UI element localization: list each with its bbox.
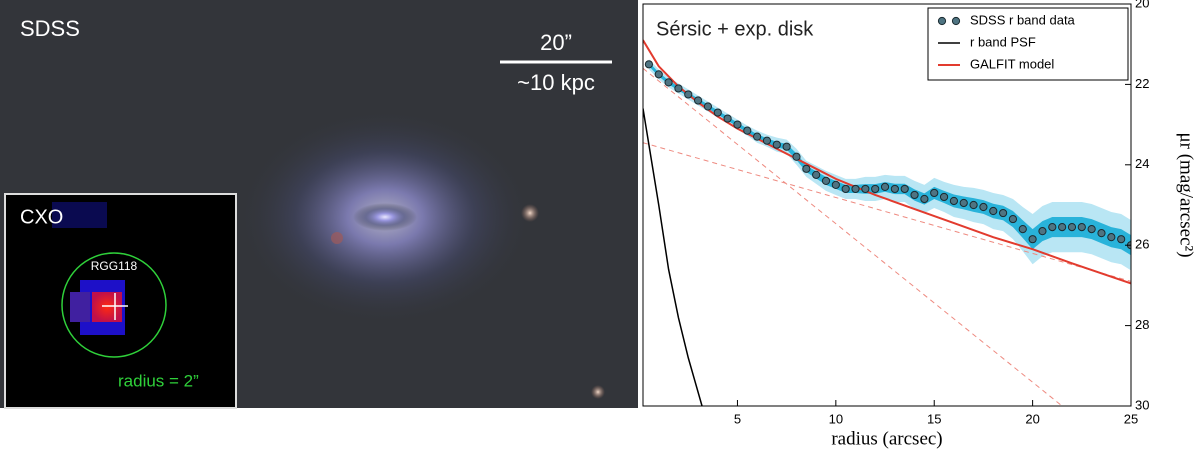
data-point: [821, 176, 831, 185]
data-point: [644, 60, 654, 69]
data-point: [1058, 223, 1067, 232]
x-tick-label: 5: [734, 411, 741, 426]
data-point: [782, 142, 791, 151]
chart-title: Sérsic + exp. disk: [656, 18, 814, 40]
data-point: [654, 70, 663, 79]
radius-note: radius = 2”: [118, 371, 199, 390]
data-point: [1077, 223, 1086, 232]
data-point: [1097, 229, 1106, 238]
data-point: [743, 126, 752, 135]
plot-area: [643, 39, 1131, 406]
data-point: [1117, 235, 1126, 244]
data-point: [998, 208, 1008, 218]
data-point: [1008, 214, 1018, 224]
image-label: SDSS: [20, 16, 80, 41]
data-point: [723, 114, 732, 123]
data-point: [1067, 223, 1077, 232]
legend-label: SDSS r band data: [970, 12, 1076, 27]
data-point: [920, 194, 929, 204]
data-point: [733, 120, 742, 129]
data-point: [979, 202, 988, 212]
data-point: [802, 164, 811, 173]
legend-marker: [951, 16, 961, 26]
data-point: [900, 184, 909, 194]
data-point: [1048, 223, 1057, 232]
x-tick-label: 25: [1124, 411, 1138, 426]
data-point: [1038, 227, 1047, 236]
data-point: [949, 196, 959, 206]
y-axis-label: μr (mag/arcsec²): [1176, 132, 1197, 257]
legend-label: r band PSF: [970, 34, 1036, 49]
scale-angle: 20”: [540, 30, 572, 55]
data-point: [1087, 225, 1096, 234]
y-tick-label: 20: [1135, 0, 1149, 10]
scale-length: ~10 kpc: [517, 70, 595, 95]
data-point: [693, 96, 703, 105]
y-tick-label: 28: [1135, 317, 1149, 332]
data-point: [713, 108, 722, 117]
data-point: [851, 184, 860, 194]
component-line: [643, 67, 1063, 406]
data-point: [703, 102, 713, 111]
data-point: [792, 152, 801, 161]
inset-label: CXO: [20, 206, 63, 228]
data-point: [831, 180, 840, 189]
data-point: [684, 90, 693, 99]
plot-frame: [642, 3, 1132, 407]
x-axis-label: radius (arcsec): [831, 428, 942, 449]
legend-box: [927, 7, 1129, 81]
data-point: [664, 78, 673, 87]
data-point: [880, 182, 890, 192]
component-line: [643, 142, 1131, 282]
data-point: [989, 206, 998, 216]
data-point: [1018, 225, 1027, 234]
data-point: [939, 192, 949, 202]
data-point: [959, 198, 968, 208]
legend-label: GALFIT model: [970, 56, 1054, 71]
data-point: [674, 84, 683, 93]
x-tick-label: 10: [829, 411, 843, 426]
y-tick-label: 22: [1135, 76, 1149, 91]
inner-band: [648, 62, 1131, 256]
y-tick-label: 30: [1135, 397, 1149, 412]
data-point: [772, 140, 781, 149]
data-point: [753, 132, 762, 141]
data-point: [812, 170, 821, 179]
y-tick-label: 26: [1135, 237, 1149, 252]
data-point: [861, 184, 870, 194]
data-point: [910, 190, 919, 200]
model-line: [643, 108, 703, 406]
data-point: [969, 200, 978, 210]
data-point: [841, 184, 850, 194]
data-point: [890, 184, 899, 194]
legend-marker: [937, 16, 947, 26]
profile-plot: 5 10 15 20 25 20 22 24 26 28 30 Sérsic + exp. disk r…: [642, 0, 1197, 449]
data-point: [762, 136, 772, 145]
y-tick-label: 24: [1135, 156, 1149, 171]
data-point: [1028, 235, 1037, 244]
data-point: [871, 184, 880, 194]
cxo-inset: CXO RGG118 radius = 2”: [4, 193, 237, 409]
x-tick-label: 15: [927, 411, 941, 426]
data-point: [1107, 233, 1116, 242]
data-point: [930, 188, 939, 198]
x-tick-label: 20: [1025, 411, 1039, 426]
source-label: RGG118: [91, 259, 138, 273]
